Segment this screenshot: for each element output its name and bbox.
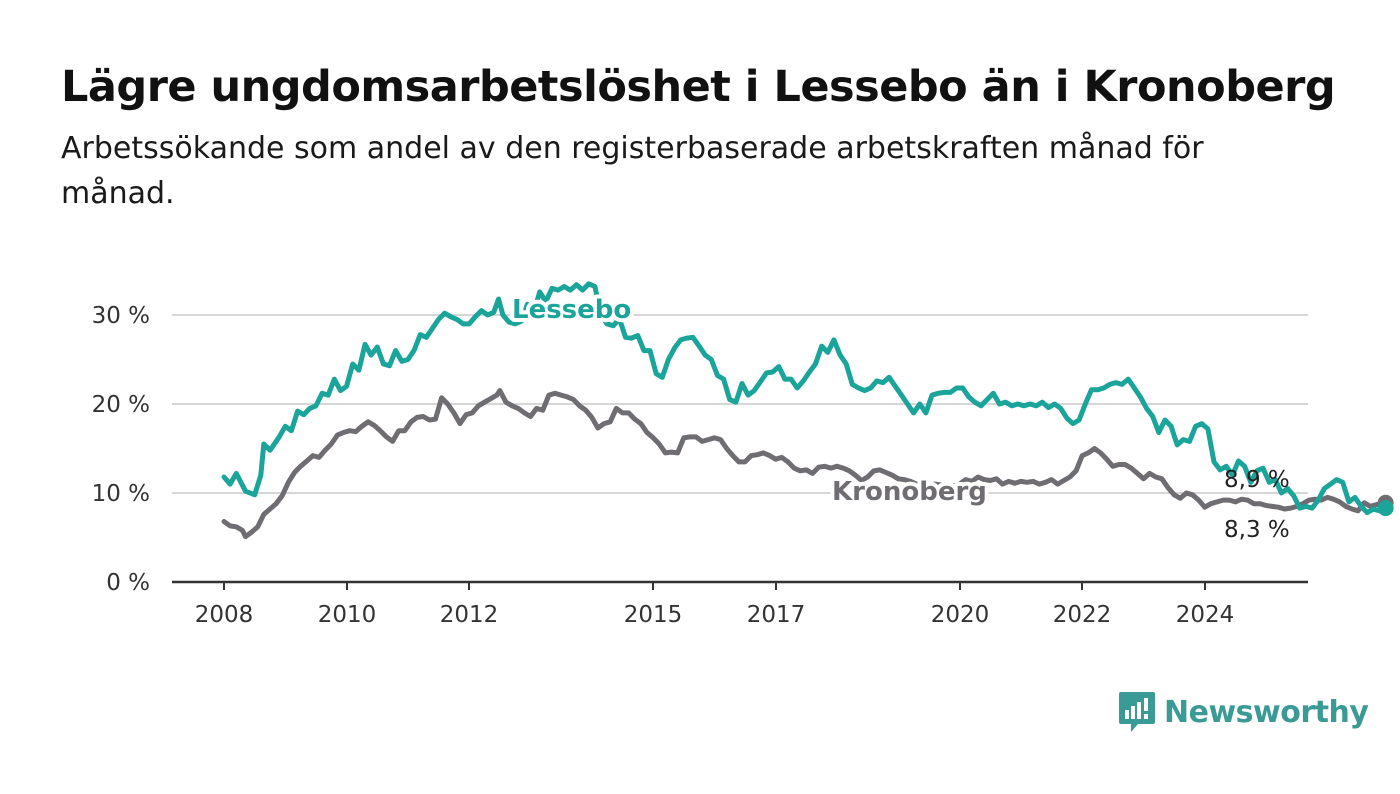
series-labels: Lessebo Kronoberg 8,9 % 8,3 % [508, 291, 1290, 543]
newsworthy-brand: Newsworthy [1118, 690, 1369, 734]
brand-name: Newsworthy [1164, 694, 1369, 730]
x-tick-label: 2010 [318, 602, 377, 628]
series-name-kronoberg: Kronoberg [832, 477, 987, 507]
series-lines [221, 281, 1394, 540]
y-tick-label: 30 % [92, 303, 150, 329]
line-chart: 0 % 10 % 20 % 30 % 2008 2010 2012 2015 2017 2020… [92, 281, 1394, 628]
end-value-label-lessebo: 8,3 % [1224, 517, 1290, 543]
newsworthy-logo-icon [1119, 692, 1155, 732]
x-axis-ticks: 2008 2010 2012 2015 2017 2020 2022 2024 [195, 582, 1235, 628]
chart-title: Lägre ungdomsarbetslöshet i Lessebo än i… [61, 62, 1336, 112]
y-tick-label: 0 % [106, 570, 150, 596]
series-name-lessebo: Lessebo [512, 295, 631, 325]
series-line-kronoberg [221, 388, 1389, 540]
x-tick-label: 2012 [440, 602, 499, 628]
x-tick-label: 2017 [747, 602, 806, 628]
gridlines [172, 314, 1308, 494]
x-tick-label: 2008 [195, 602, 254, 628]
x-tick-label: 2024 [1176, 602, 1235, 628]
x-tick-label: 2020 [931, 602, 990, 628]
series-line-lessebo [221, 281, 1389, 516]
y-axis-ticks: 0 % 10 % 20 % 30 % [92, 303, 150, 596]
x-tick-label: 2022 [1053, 602, 1112, 628]
x-tick-label: 2015 [624, 602, 683, 628]
end-value-label-kronoberg: 8,9 % [1224, 467, 1290, 493]
y-tick-label: 10 % [92, 481, 150, 507]
chart-subtitle: Arbetssökande som andel av den registerb… [61, 131, 1204, 211]
y-tick-label: 20 % [92, 392, 150, 418]
end-point-lessebo [1377, 500, 1394, 517]
